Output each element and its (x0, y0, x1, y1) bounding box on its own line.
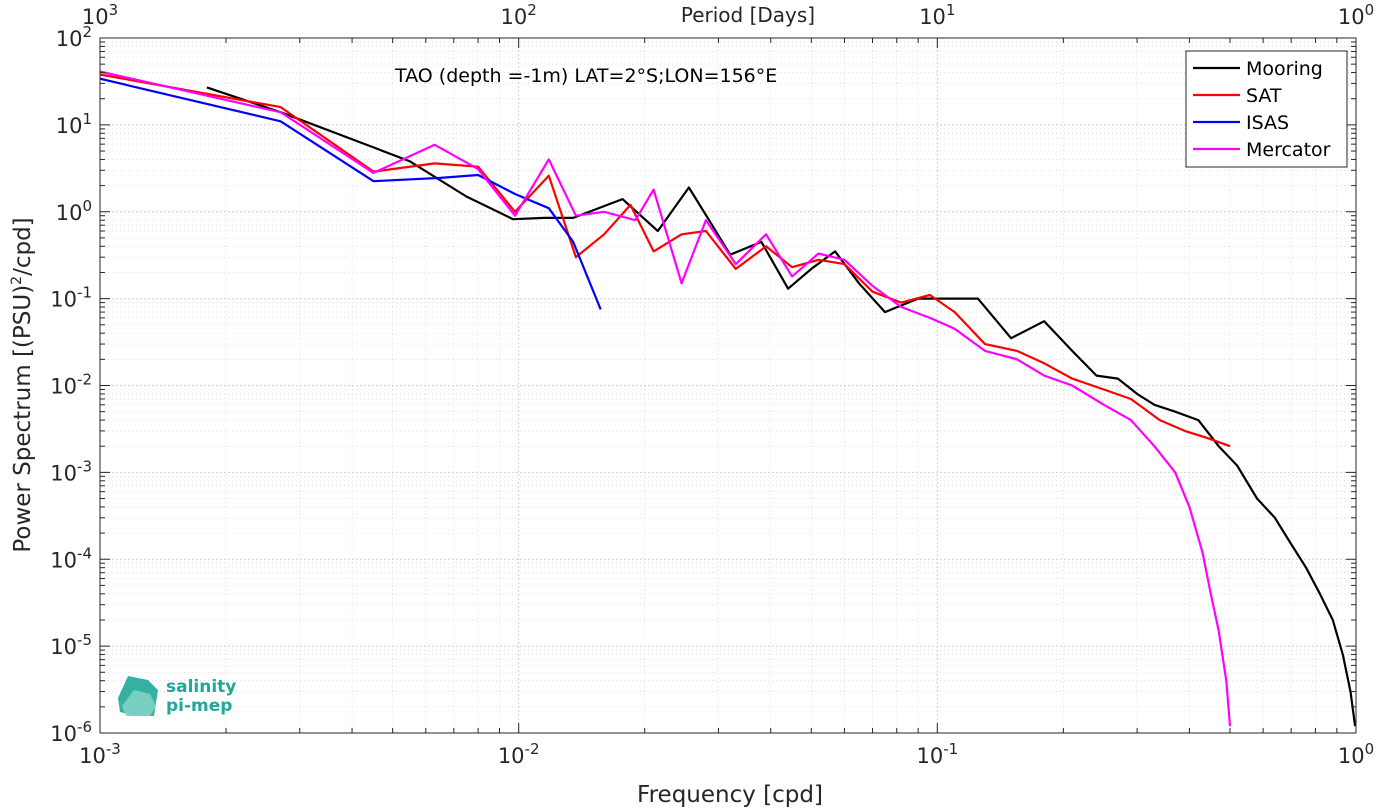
legend-label-sat: SAT (1246, 85, 1282, 107)
y-tick-label: 102 (56, 23, 92, 51)
y-tick-base: 10 (50, 635, 77, 659)
legend-label-mercator: Mercator (1246, 139, 1331, 161)
x-tick-label: 100 (1338, 740, 1374, 768)
y-tick-base: 10 (50, 548, 77, 572)
y-tick-base: 10 (56, 114, 83, 138)
y-axis-label-end: /cpd] (10, 217, 36, 276)
x-tick-label: 10-1 (916, 740, 958, 768)
top-tick-exp: 2 (527, 1, 537, 19)
y-tick-label: 10-3 (50, 457, 92, 485)
x-tick-base: 10 (1338, 744, 1365, 768)
x-tick-exp: -1 (943, 740, 958, 758)
y-tick-base: 10 (56, 27, 83, 51)
y-tick-label: 10-5 (50, 631, 92, 659)
y-tick-base: 10 (50, 288, 77, 312)
y-tick-exp: -4 (77, 544, 92, 562)
y-axis-label: Power Spectrum [(PSU)2/cpd] (9, 217, 36, 552)
series-line-isas (99, 77, 602, 310)
minor-grid (100, 38, 1356, 733)
tick-marks (99, 37, 1357, 734)
top-tick-exp: 0 (1365, 1, 1375, 19)
y-tick-exp: 0 (82, 197, 92, 215)
x-tick-label: 10-3 (79, 740, 121, 768)
top-tick-label: 101 (919, 1, 955, 29)
series-layer (99, 70, 1357, 727)
legend-box (1185, 50, 1348, 168)
legend: Mooring SAT ISAS Mercator (1185, 50, 1348, 168)
logo-text-2: pi-mep (166, 696, 232, 716)
salinity-pi-mep-logo: salinity pi-mep (118, 676, 236, 716)
x-tick-base: 10 (498, 744, 525, 768)
top-tick-base: 10 (82, 5, 109, 29)
legend-label-mooring: Mooring (1246, 58, 1323, 80)
y-axis-label-main: Power Spectrum [(PSU) (10, 285, 36, 553)
y-axis-label-sup: 2 (9, 276, 25, 285)
legend-label-isas: ISAS (1246, 112, 1289, 134)
top-tick-label: 103 (82, 1, 118, 29)
y-tick-exp: -3 (77, 457, 92, 475)
y-tick-label: 101 (56, 110, 92, 138)
logo-text-1: salinity (166, 677, 236, 697)
chart-annotation: TAO (depth =-1m) LAT=2°S;LON=156°E (394, 65, 777, 87)
series-line-mooring (206, 86, 1357, 727)
top-tick-exp: 1 (946, 1, 956, 19)
y-tick-label: 10-1 (50, 284, 92, 312)
top-tick-base: 10 (501, 5, 528, 29)
top-tick-base: 10 (919, 5, 946, 29)
y-tick-label: 100 (56, 197, 92, 225)
y-tick-label: 10-4 (50, 544, 92, 572)
y-tick-exp: -5 (77, 631, 92, 649)
top-tick-exp: 3 (109, 1, 119, 19)
y-tick-exp: -1 (77, 284, 92, 302)
x-tick-label: 10-2 (498, 740, 540, 768)
x-tick-exp: -2 (525, 740, 540, 758)
x-axis-label: Frequency [cpd] (637, 782, 823, 808)
y-tick-label: 10-2 (50, 371, 92, 399)
y-tick-base: 10 (50, 375, 77, 399)
top-tick-label: 100 (1338, 1, 1374, 29)
y-tick-label: 10-6 (50, 718, 92, 746)
y-tick-exp: 2 (82, 23, 92, 41)
y-tick-base: 10 (50, 722, 77, 746)
top-tick-label: 102 (501, 1, 537, 29)
y-tick-exp: -6 (77, 718, 92, 736)
logo-wave-icon-2 (122, 690, 156, 716)
x-tick-exp: -3 (106, 740, 121, 758)
y-tick-base: 10 (50, 461, 77, 485)
x-tick-base: 10 (79, 744, 106, 768)
x-tick-exp: 0 (1365, 740, 1375, 758)
top-tick-base: 10 (1338, 5, 1365, 29)
x-tick-base: 10 (916, 744, 943, 768)
y-tick-exp: 1 (82, 110, 92, 128)
y-tick-base: 10 (56, 201, 83, 225)
series-line-mercator (99, 70, 1232, 727)
top-axis-label: Period [Days] (681, 3, 815, 27)
y-tick-exp: -2 (77, 371, 92, 389)
